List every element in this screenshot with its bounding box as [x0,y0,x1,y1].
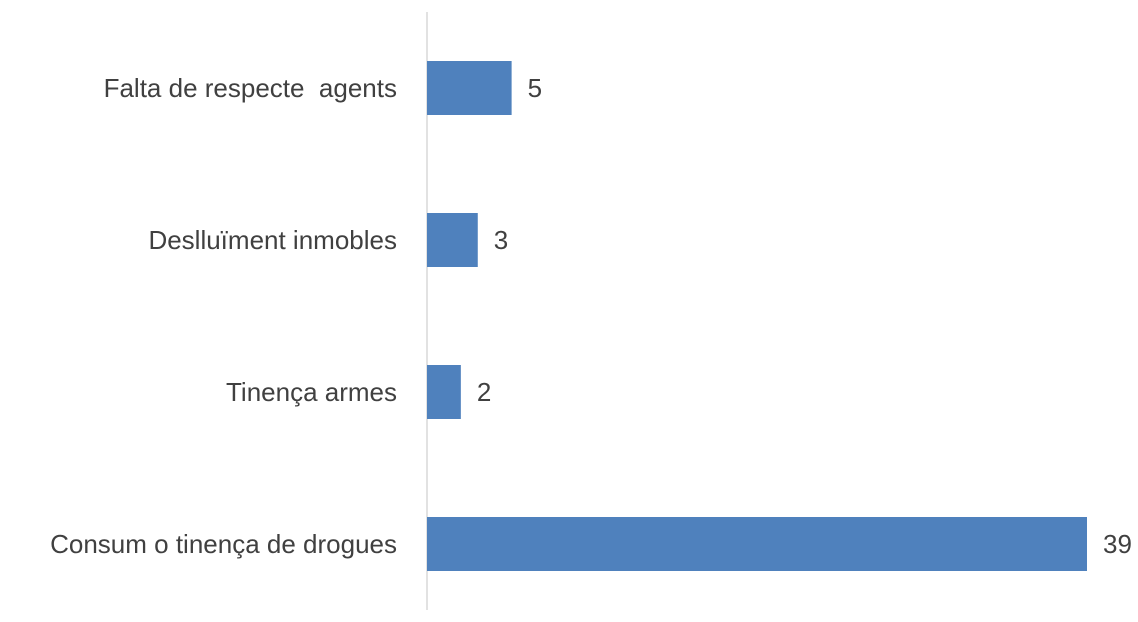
category-label: Falta de respecte agents [104,73,397,103]
data-label: 3 [494,225,508,255]
category-label: Consum o tinença de drogues [50,529,397,559]
bar [427,213,478,267]
bar [427,517,1087,571]
bars-group [427,61,1087,571]
bar [427,365,461,419]
category-labels-group: Falta de respecte agents Deslluïment inmo… [50,73,397,559]
data-label: 2 [477,377,491,407]
data-label: 5 [528,73,542,103]
bar [427,61,512,115]
data-labels-group: 5 3 2 39 [477,73,1132,559]
category-label: Deslluïment inmobles [148,225,397,255]
data-label: 39 [1103,529,1132,559]
category-label: Tinença armes [226,377,397,407]
